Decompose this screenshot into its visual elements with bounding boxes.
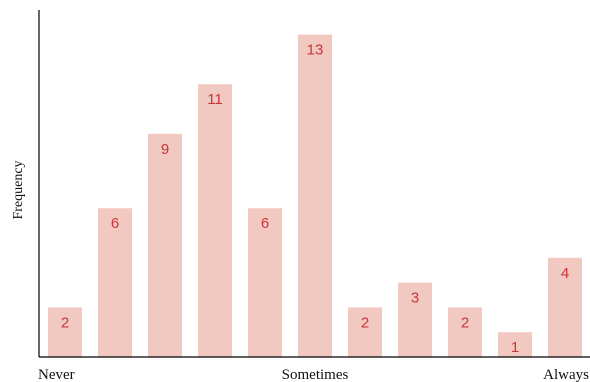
y-axis-title: Frequency (11, 160, 26, 219)
bar-value-label: 13 (307, 42, 324, 59)
x-tick-label: Sometimes (282, 367, 349, 382)
bar-6 (298, 34, 332, 357)
bar-8 (398, 282, 432, 357)
bar-value-label: 9 (161, 141, 169, 158)
bar-value-label: 2 (361, 314, 369, 331)
x-tick-label: Never (38, 367, 75, 382)
bar-10 (498, 332, 532, 357)
bar-1 (48, 307, 82, 357)
bar-value-labels: 2 6 9 11 6 13 2 3 2 1 4 (61, 42, 569, 357)
bar-value-label: 6 (111, 215, 119, 232)
bar-value-label: 2 (461, 314, 469, 331)
bar-value-label: 6 (261, 215, 269, 232)
x-tick-labels: Never Sometimes Always (38, 367, 589, 382)
bar-9 (448, 307, 482, 357)
bar-value-label: 4 (561, 265, 569, 282)
bar-value-label: 1 (511, 339, 519, 356)
bar-4 (198, 84, 232, 357)
bar-5 (248, 208, 282, 357)
bar-value-label: 3 (411, 290, 419, 307)
bar-3 (148, 133, 182, 357)
x-tick-label: Always (543, 367, 589, 382)
bar-11 (548, 257, 582, 357)
bar-value-label: 2 (61, 314, 69, 331)
bar-7 (348, 307, 382, 357)
bars-layer (48, 34, 582, 357)
bar-value-label: 11 (207, 91, 223, 108)
bar-2 (98, 208, 132, 357)
